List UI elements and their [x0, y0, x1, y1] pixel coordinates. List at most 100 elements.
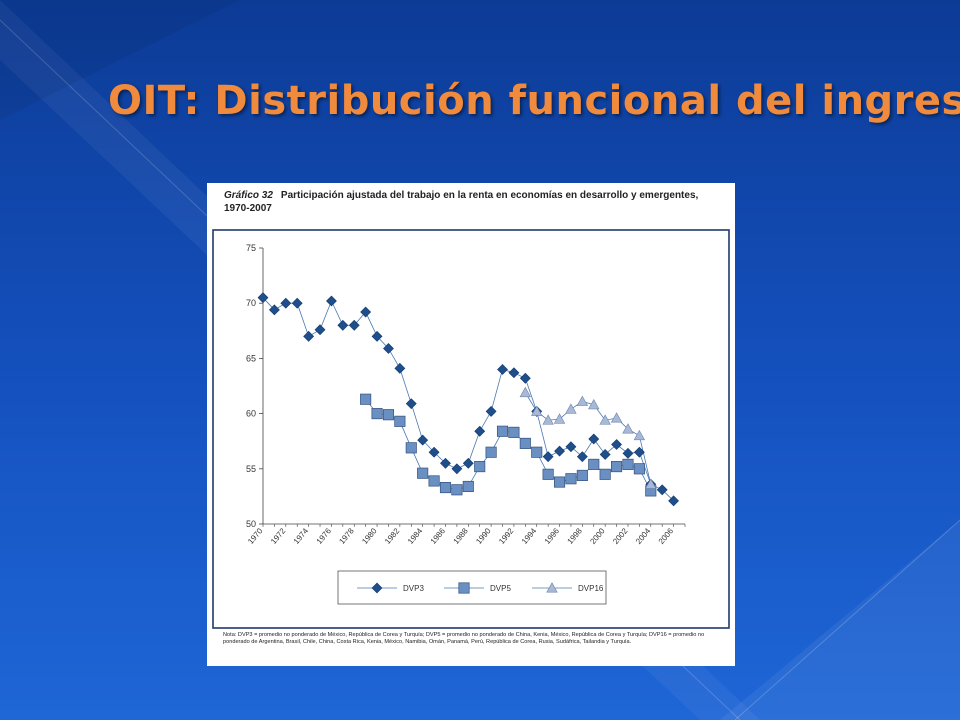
- point-dvp5: [474, 461, 486, 473]
- x-tick-label: 1990: [474, 526, 493, 546]
- legend-marker-dvp16: [546, 582, 558, 593]
- legend-label: DVP3: [403, 584, 424, 593]
- point-dvp3: [611, 439, 622, 450]
- point-dvp3: [405, 398, 417, 410]
- point-dvp5: [553, 476, 566, 488]
- point-dvp5: [382, 409, 395, 421]
- x-tick-label: 2004: [634, 526, 653, 546]
- point-dvp3: [428, 446, 440, 458]
- point-dvp3: [497, 364, 508, 375]
- point-dvp3: [291, 297, 303, 309]
- point-dvp5: [611, 461, 623, 473]
- x-tick-label: 2000: [588, 526, 607, 546]
- point-dvp3: [485, 405, 497, 417]
- chart-axes: 50 55 60 65 70 75 1970 1972 1974 1976 1978 1980 1982…: [246, 243, 686, 546]
- x-tick-label: 1994: [520, 526, 539, 546]
- point-dvp5: [599, 468, 611, 480]
- point-dvp5: [485, 446, 497, 458]
- point-dvp16: [576, 395, 589, 406]
- point-dvp5: [622, 458, 634, 470]
- point-dvp3: [383, 343, 394, 354]
- figure-caption: Gráfico 32 Participación ajustada del tra…: [224, 189, 724, 215]
- point-dvp5: [531, 446, 543, 458]
- point-dvp16: [553, 413, 566, 424]
- point-dvp3: [440, 457, 451, 469]
- point-dvp5: [519, 437, 531, 449]
- x-tick-label: 1998: [566, 526, 585, 546]
- line-chart: 50 55 60 65 70 75 1970 1972 1974 1976 1978 1980 1982…: [212, 229, 730, 629]
- figure-caption-text: Participación ajustada del trabajo en la…: [224, 190, 699, 214]
- y-tick-label: 75: [246, 243, 256, 253]
- x-tick-label: 2006: [657, 526, 676, 546]
- x-tick-label: 1988: [451, 526, 470, 546]
- point-dvp16: [519, 386, 532, 398]
- legend-box: [337, 570, 607, 605]
- point-dvp3: [668, 495, 680, 507]
- point-dvp16: [531, 405, 543, 416]
- point-dvp3: [554, 445, 565, 457]
- point-dvp3: [360, 306, 372, 318]
- x-tick-label: 1974: [292, 526, 311, 546]
- point-dvp16: [610, 412, 623, 423]
- point-dvp3: [599, 449, 611, 460]
- x-tick-label: 1986: [429, 526, 448, 546]
- point-dvp5: [405, 442, 417, 454]
- point-dvp3: [303, 330, 315, 342]
- legend-label: DVP5: [490, 584, 511, 593]
- point-dvp3: [394, 362, 406, 374]
- point-dvp5: [542, 468, 554, 480]
- point-dvp3: [565, 441, 577, 453]
- point-dvp3: [257, 292, 269, 304]
- y-tick-label: 50: [246, 519, 256, 529]
- x-tick-label: 1978: [337, 526, 356, 546]
- slide-title: OIT: Distribución funcional del ingreso: [108, 78, 960, 124]
- x-tick-label: 1972: [269, 526, 288, 546]
- y-tick-label: 70: [246, 298, 256, 308]
- x-tick-label: 1982: [383, 526, 402, 546]
- point-dvp3: [576, 451, 588, 463]
- chart-border: [212, 229, 730, 629]
- legend-marker-dvp3: [371, 582, 383, 594]
- point-dvp16: [565, 403, 577, 414]
- point-dvp5: [496, 425, 509, 437]
- point-dvp3: [371, 330, 383, 342]
- point-dvp5: [417, 467, 429, 479]
- point-dvp5: [588, 458, 600, 470]
- point-dvp3: [337, 319, 349, 331]
- point-dvp5: [428, 475, 440, 487]
- point-dvp3: [633, 446, 645, 458]
- figure-panel: Gráfico 32 Participación ajustada del tra…: [207, 183, 735, 666]
- point-dvp3: [656, 484, 668, 496]
- point-dvp3: [280, 297, 292, 309]
- y-tick-label: 65: [246, 353, 256, 363]
- x-tick-label: 1984: [406, 526, 425, 546]
- point-dvp3: [451, 463, 463, 475]
- point-dvp3: [519, 372, 531, 384]
- point-dvp3: [314, 324, 326, 336]
- point-dvp3: [462, 457, 474, 469]
- legend-marker-dvp5: [458, 582, 470, 594]
- x-tick-label: 1976: [315, 526, 334, 546]
- point-dvp16: [542, 414, 554, 425]
- chart-marks: [257, 292, 680, 507]
- point-dvp16: [633, 429, 646, 441]
- point-dvp3: [474, 425, 486, 437]
- point-dvp16: [599, 414, 611, 425]
- point-dvp3: [622, 447, 634, 459]
- point-dvp5: [633, 463, 645, 475]
- y-tick-label: 55: [246, 464, 256, 474]
- point-dvp16: [645, 478, 657, 489]
- point-dvp5: [371, 408, 383, 420]
- point-dvp3: [588, 433, 600, 445]
- figure-number: Gráfico 32: [224, 190, 273, 201]
- point-dvp5: [565, 473, 577, 485]
- chart-legend: DVP3 DVP5 DVP16: [357, 582, 604, 594]
- point-dvp3: [417, 434, 429, 446]
- point-dvp5: [576, 469, 588, 481]
- point-dvp3: [508, 367, 520, 379]
- point-dvp16: [622, 423, 634, 434]
- x-tick-label: 1970: [246, 526, 265, 546]
- legend-label: DVP16: [578, 584, 604, 593]
- x-tick-label: 1996: [543, 526, 562, 546]
- point-dvp3: [268, 304, 280, 316]
